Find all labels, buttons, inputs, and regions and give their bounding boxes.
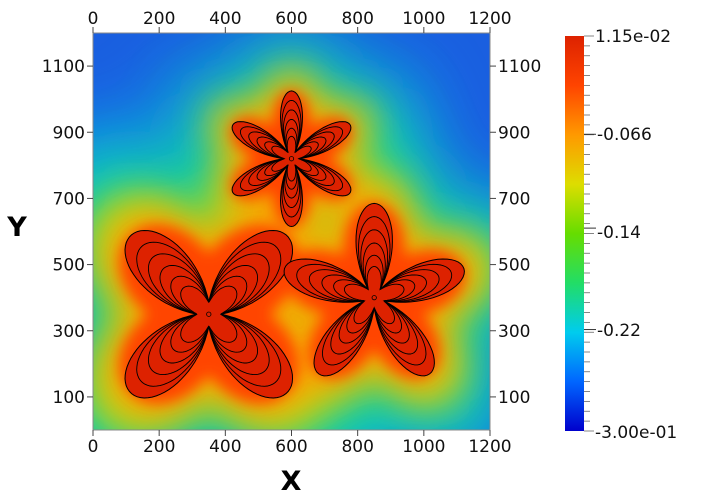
- contour-lines: [124, 90, 465, 399]
- x-tick-label-top-3: 600: [275, 9, 307, 29]
- contour-four-petal-4: [180, 285, 238, 343]
- y-tick-label-left-1: 300: [53, 322, 85, 342]
- region-core-four-petal: [124, 229, 294, 399]
- x-tick-label-top-0: 0: [88, 9, 99, 29]
- contour-six-petal-4: [271, 135, 312, 182]
- x-tick-label-top-5: 1000: [402, 9, 445, 29]
- colorbar: 1.15e-02 -0.066 -0.14 -0.22 -3.00e-01: [565, 27, 677, 443]
- x-tick-label-bottom-4: 800: [341, 437, 373, 457]
- y-tick-label-right-3: 700: [498, 189, 530, 209]
- y-tick-label-left-5: 1100: [42, 57, 85, 77]
- colorbar-min-label: -3.00e-01: [595, 423, 677, 443]
- contour-five-petal-3: [333, 254, 416, 334]
- x-tick-label-bottom-6: 1200: [468, 437, 511, 457]
- y-tick-label-left-3: 700: [53, 189, 85, 209]
- region-center-six-petal: [288, 156, 295, 162]
- x-tick-label-bottom-2: 400: [209, 437, 241, 457]
- colorbar-tick-label-1: -0.14: [597, 223, 641, 243]
- x-tick-label-top-4: 800: [341, 9, 373, 29]
- colorbar-tick-label-0: -0.066: [597, 125, 652, 145]
- region-center-four-petal: [206, 311, 212, 317]
- y-tick-label-left-2: 500: [53, 256, 85, 276]
- y-tick-label-right-5: 1100: [498, 57, 541, 77]
- y-tick-label-right-2: 500: [498, 256, 530, 276]
- x-tick-label-top-1: 200: [143, 9, 175, 29]
- contour-five-petal-4: [343, 266, 405, 325]
- y-tick-label-left-0: 100: [53, 388, 85, 408]
- x-tick-label-top-2: 400: [209, 9, 241, 29]
- y-axis-title: Y: [6, 212, 27, 243]
- colorbar-ticks: [584, 35, 596, 432]
- region-center-five-petal: [371, 295, 377, 301]
- x-tick-label-bottom-5: 1000: [402, 437, 445, 457]
- y-tick-label-right-1: 300: [498, 322, 530, 342]
- y-tick-label-right-0: 100: [498, 388, 530, 408]
- x-tick-label-bottom-1: 200: [143, 437, 175, 457]
- y-tick-label-left-4: 900: [53, 123, 85, 143]
- x-tick-label-bottom-3: 600: [275, 437, 307, 457]
- y-tick-label-right-4: 900: [498, 123, 530, 143]
- x-tick-label-bottom-0: 0: [88, 437, 99, 457]
- axis-ticks: 0 0 200 200 400 400 600 600 800 800 1000 1000 1200 12…: [42, 9, 542, 457]
- x-axis-title: X: [281, 466, 302, 497]
- colorbar-tick-label-2: -0.22: [597, 321, 641, 341]
- x-tick-label-top-6: 1200: [468, 9, 511, 29]
- colorbar-max-label: 1.15e-02: [595, 27, 671, 47]
- colorbar-bar: [565, 36, 584, 431]
